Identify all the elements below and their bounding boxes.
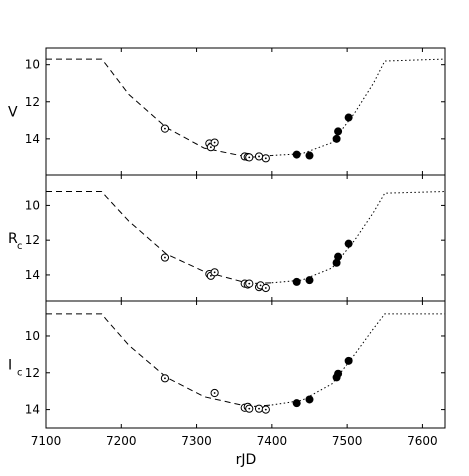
x-tick-label: 7200 — [106, 434, 137, 448]
model-curve-dashed — [46, 313, 272, 408]
y-tick-label: 12 — [25, 233, 40, 247]
y-tick-label: 10 — [25, 58, 40, 72]
x-tick-label: 7600 — [407, 434, 438, 448]
panels-group: 10 12 14 V 10 12 14 R c 10 12 14 I c — [8, 47, 446, 429]
x-tick-label: 7100 — [31, 434, 62, 448]
x-tick-label: 7500 — [332, 434, 363, 448]
x-tick-label: 7300 — [181, 434, 212, 448]
y-tick-label: 14 — [25, 132, 40, 146]
open-data-point-center — [213, 141, 216, 144]
open-data-point-center — [209, 146, 212, 149]
x-axis-title: rJD — [236, 452, 257, 468]
filled-data-point — [334, 127, 343, 136]
y-tick-label: 12 — [25, 366, 40, 380]
open-data-point-center — [264, 287, 267, 289]
open-data-point-center — [258, 155, 260, 158]
x-axis: 7100 7200 7300 7400 7500 7600 — [31, 434, 438, 448]
filled-data-point — [292, 399, 301, 408]
filled-data-point — [305, 151, 314, 160]
y-tick-label: 10 — [25, 198, 40, 212]
open-data-point-center — [213, 271, 216, 274]
y-axis-title: V — [8, 105, 18, 121]
filled-data-point — [344, 356, 353, 365]
filled-data-point — [305, 276, 314, 285]
filled-data-point — [332, 134, 341, 143]
panel-1: 10 12 14 V — [8, 47, 446, 176]
y-tick-label: 14 — [25, 268, 40, 282]
panel-3: 10 12 14 I c — [8, 300, 446, 429]
open-data-point-center — [164, 377, 166, 380]
open-data-point-center — [213, 392, 216, 394]
y-axis-title-subscript: c — [17, 241, 23, 252]
y-tick-label: 10 — [25, 329, 40, 343]
y-axis-title: I — [8, 358, 12, 374]
filled-data-point — [292, 277, 301, 286]
open-data-point-center — [258, 407, 260, 410]
filled-data-point — [332, 258, 341, 267]
model-curve-dotted — [271, 313, 445, 406]
x-tick-label: 7400 — [257, 434, 288, 448]
y-axis-title-subscript: c — [17, 368, 23, 379]
open-data-point-center — [164, 256, 166, 259]
model-curve-dashed — [46, 191, 272, 285]
open-data-point-center — [264, 157, 267, 160]
open-data-point-center — [264, 408, 267, 411]
filled-data-point — [305, 395, 314, 404]
open-data-point-center — [248, 407, 251, 410]
filled-data-point — [344, 239, 353, 248]
open-data-point-center — [259, 284, 262, 287]
filled-data-point — [292, 150, 301, 159]
filled-data-point — [344, 113, 353, 122]
y-tick-label: 12 — [25, 95, 40, 109]
model-curve-dashed — [46, 58, 272, 158]
model-curve-dotted — [271, 58, 445, 156]
filled-data-point — [334, 369, 343, 378]
y-tick-label: 14 — [25, 403, 40, 417]
filled-data-point — [334, 252, 343, 261]
open-data-point-center — [164, 127, 166, 130]
model-curve-dotted — [271, 191, 445, 284]
open-data-point-center — [209, 274, 212, 277]
y-axis-title: R — [8, 231, 18, 247]
panel-2: 10 12 14 R c — [8, 174, 446, 302]
panel-frame — [45, 300, 446, 429]
open-data-point-center — [248, 156, 251, 159]
open-data-point-center — [248, 282, 251, 285]
